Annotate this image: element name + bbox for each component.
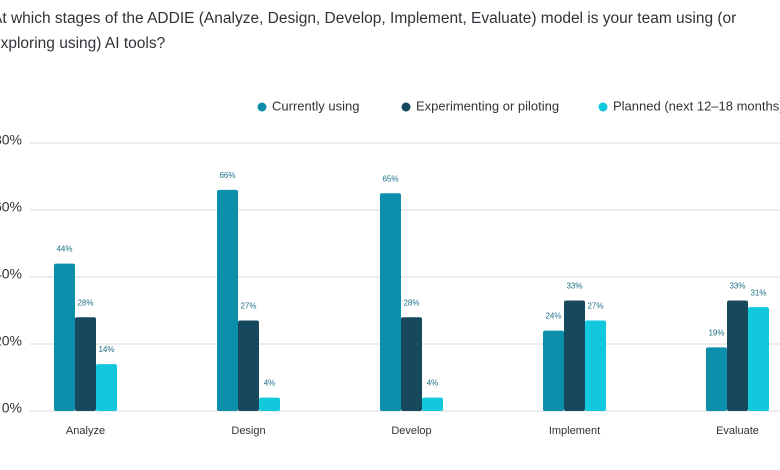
y-tick-label: 80% xyxy=(0,132,22,148)
y-tick-label: 40% xyxy=(0,266,22,282)
data-label: 28% xyxy=(403,298,419,307)
data-label: 27% xyxy=(240,302,256,311)
data-label: 31% xyxy=(750,288,766,297)
bar xyxy=(259,397,280,411)
bar xyxy=(96,364,117,411)
y-tick-label: 0% xyxy=(2,400,22,416)
chart-title: At which stages of the ADDIE (Analyze, D… xyxy=(0,10,737,52)
legend-label: Currently using xyxy=(272,98,359,113)
data-label: 14% xyxy=(98,345,114,354)
data-label: 4% xyxy=(427,379,439,388)
y-tick-label: 20% xyxy=(0,333,22,349)
data-label: 66% xyxy=(219,171,235,180)
data-label: 28% xyxy=(77,298,93,307)
x-tick-label: Implement xyxy=(549,425,600,437)
bar xyxy=(217,189,238,411)
bar xyxy=(380,193,401,411)
bar xyxy=(564,300,585,411)
data-label: 4% xyxy=(264,379,276,388)
bar xyxy=(706,347,727,411)
bar xyxy=(748,307,769,411)
data-label: 24% xyxy=(545,312,561,321)
bar xyxy=(401,317,422,411)
data-label: 44% xyxy=(56,245,72,254)
data-label: 27% xyxy=(587,302,603,311)
legend-label: Planned (next 12–18 months) xyxy=(613,98,780,113)
bar xyxy=(54,263,75,411)
bar xyxy=(422,397,443,411)
bar xyxy=(238,320,259,411)
bar xyxy=(585,320,606,411)
y-tick-label: 60% xyxy=(0,199,22,215)
data-label: 33% xyxy=(729,282,745,291)
bar xyxy=(543,330,564,411)
bar xyxy=(727,300,748,411)
data-label: 65% xyxy=(382,174,398,183)
x-tick-label: Design xyxy=(231,425,265,437)
data-label: 19% xyxy=(708,328,724,337)
x-tick-label: Evaluate xyxy=(716,425,759,437)
data-label: 33% xyxy=(566,282,582,291)
bar xyxy=(75,317,96,411)
legend-marker xyxy=(401,102,411,112)
legend-label: Experimenting or piloting xyxy=(416,98,559,113)
x-tick-label: Develop xyxy=(391,425,431,437)
x-tick-label: Analyze xyxy=(66,425,105,437)
legend-marker xyxy=(598,102,608,112)
legend-marker xyxy=(257,102,267,112)
